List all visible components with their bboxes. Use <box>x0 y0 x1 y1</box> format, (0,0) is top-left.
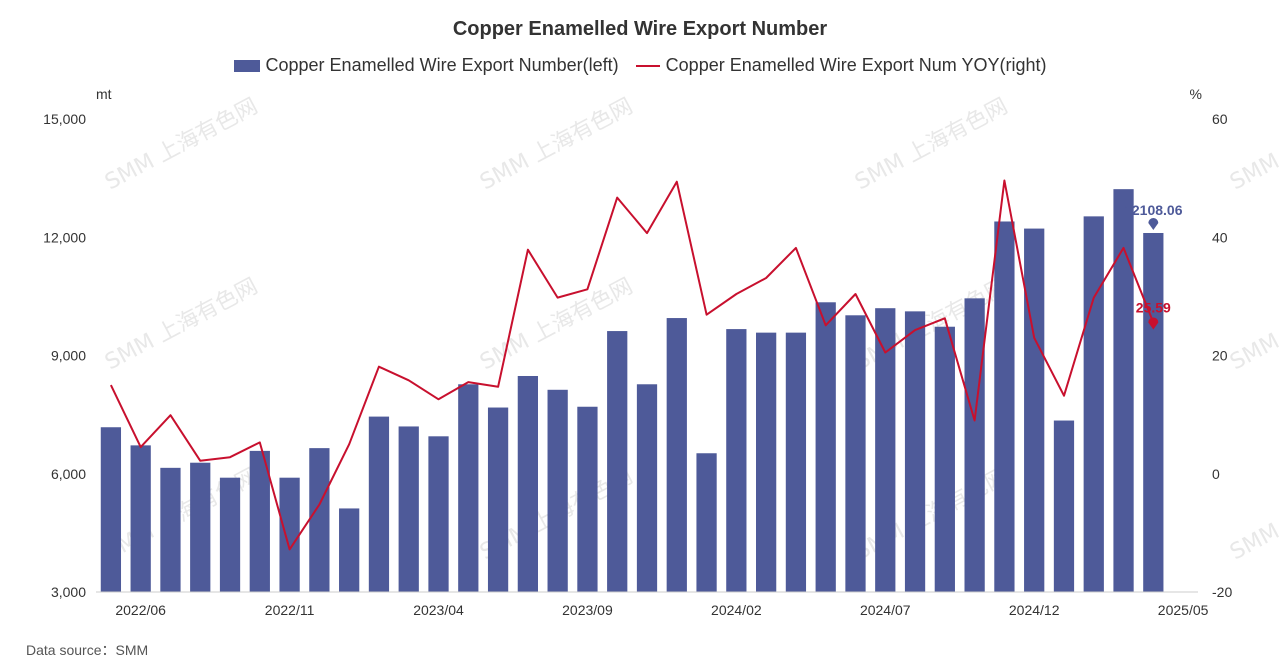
line-data-label: 25.59 <box>1136 299 1171 315</box>
right-tick-label: 20 <box>1212 348 1228 364</box>
legend-line-label: Copper Enamelled Wire Export Num YOY(rig… <box>665 54 1047 75</box>
watermark-text: SMM 上海有色网 <box>1226 464 1280 565</box>
right-axis-unit: % <box>1190 86 1202 102</box>
x-tick-label: 2022/11 <box>265 602 315 618</box>
bar <box>756 332 777 592</box>
bar-series <box>100 189 1164 592</box>
bar <box>666 318 687 592</box>
watermark-text: SMM 上海有色网 <box>1226 274 1280 375</box>
bar <box>249 450 270 592</box>
left-axis: mt 3,000 6,000 9,000 12,000 15,000 <box>43 86 111 600</box>
x-tick-label: 2024/07 <box>860 602 911 618</box>
bar <box>815 302 836 592</box>
bar <box>130 445 151 592</box>
bar <box>726 329 747 592</box>
bar <box>309 448 330 592</box>
watermark-text: SMM 上海有色网 <box>476 94 637 195</box>
bar <box>845 315 866 592</box>
bar <box>1113 189 1134 592</box>
bar <box>279 477 300 592</box>
bar <box>160 467 181 592</box>
bar <box>487 407 509 592</box>
watermark-text: SMM 上海有色网 <box>851 94 1012 195</box>
data-labels: 12108.06 25.59 <box>1124 202 1183 330</box>
bar <box>1143 232 1164 592</box>
x-tick-label: 2024/02 <box>711 602 762 618</box>
right-tick-label: -20 <box>1212 584 1232 600</box>
line-label-marker <box>1148 317 1159 330</box>
bar <box>696 453 717 592</box>
bar-data-label: 12108.06 <box>1124 202 1183 218</box>
bar <box>517 375 538 592</box>
line-series <box>109 179 1155 551</box>
chart-title: Copper Enamelled Wire Export Number <box>452 18 828 40</box>
left-tick-label: 9,000 <box>51 348 86 364</box>
right-axis: % -20 0 20 40 60 <box>1190 86 1233 600</box>
bar <box>785 332 807 592</box>
x-tick-label: 2022/06 <box>115 602 166 618</box>
bar <box>607 331 628 592</box>
x-tick-label: 2025/05 <box>1158 602 1209 618</box>
watermark-text: SMM 上海有色网 <box>1226 94 1280 195</box>
bar <box>190 462 211 592</box>
bar <box>577 406 598 592</box>
bar <box>339 508 360 592</box>
bar <box>428 436 449 592</box>
legend-line-swatch <box>635 65 660 67</box>
legend-item-line[interactable]: Copper Enamelled Wire Export Num YOY(rig… <box>635 54 1047 76</box>
bar <box>398 426 419 592</box>
legend-bar-label: Copper Enamelled Wire Export Number(left… <box>265 54 619 75</box>
bar <box>368 416 390 592</box>
left-tick-label: 15,000 <box>43 111 86 127</box>
bar <box>964 298 985 592</box>
x-tick-label: 2023/04 <box>413 602 464 618</box>
x-axis: 2022/06 2022/11 2023/04 2023/09 2024/02 2024/… <box>96 591 1209 618</box>
data-source: Data source：SMM <box>26 642 149 658</box>
legend: Copper Enamelled Wire Export Number(left… <box>0 54 1280 76</box>
yoy-line <box>109 179 1155 551</box>
left-tick-label: 3,000 <box>51 584 86 600</box>
bar <box>100 427 122 592</box>
bar <box>1053 420 1075 592</box>
bar <box>636 384 658 592</box>
bar <box>934 326 955 592</box>
bar <box>1083 216 1104 592</box>
bar <box>547 389 568 592</box>
bar <box>904 311 926 592</box>
legend-bar-swatch <box>233 60 260 72</box>
left-axis-unit: mt <box>96 86 112 102</box>
right-tick-label: 40 <box>1212 229 1228 245</box>
watermark-text: SMM 上海有色网 <box>101 94 262 195</box>
left-tick-label: 6,000 <box>51 466 86 482</box>
bar <box>219 477 241 592</box>
right-tick-label: 60 <box>1212 111 1228 127</box>
bar <box>1024 228 1045 592</box>
legend-item-bar[interactable]: Copper Enamelled Wire Export Number(left… <box>233 54 619 76</box>
watermark-text: SMM 上海有色网 <box>101 274 262 375</box>
bar-label-marker <box>1148 217 1159 230</box>
x-tick-label: 2023/09 <box>562 602 613 618</box>
bar <box>994 221 1015 592</box>
x-tick-label: 2024/12 <box>1009 602 1060 618</box>
left-tick-label: 12,000 <box>43 229 86 245</box>
bar <box>875 308 896 592</box>
right-tick-label: 0 <box>1212 466 1220 482</box>
bar <box>458 384 479 592</box>
